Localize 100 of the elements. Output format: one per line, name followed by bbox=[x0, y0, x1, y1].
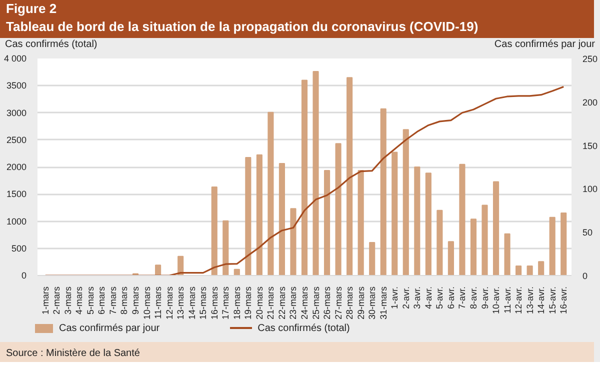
x-tick-label: 13-avr. bbox=[524, 286, 535, 314]
x-tick-label: 20-mars bbox=[254, 286, 264, 320]
x-tick-label: 10-avr. bbox=[491, 286, 502, 314]
x-tick-label: 27-mars bbox=[333, 286, 344, 320]
x-tick-label: 15-avr. bbox=[547, 286, 558, 314]
y2-tick-label: 0 bbox=[582, 271, 588, 281]
bar bbox=[245, 156, 252, 276]
x-tick-label: 5-avr. bbox=[434, 286, 445, 310]
x-tick-label: 11-avr. bbox=[502, 286, 512, 314]
x-tick-label: 1-avr. bbox=[390, 286, 400, 310]
x-tick-label: 13-mars bbox=[176, 286, 186, 320]
bar bbox=[492, 181, 500, 276]
bar bbox=[549, 216, 556, 276]
bar bbox=[470, 218, 477, 276]
y-axis-title: Cas confirmés (total) bbox=[5, 38, 98, 52]
bar bbox=[346, 77, 353, 276]
x-tick-label: 2-avr. bbox=[400, 286, 411, 310]
bar bbox=[526, 265, 533, 276]
x-tick-label: 26-mars bbox=[322, 286, 332, 320]
x-tick-label: 11-mars bbox=[153, 286, 164, 319]
x-tick-label: 21-mars bbox=[266, 286, 276, 320]
x-tick-label: 8-mars bbox=[119, 286, 130, 314]
x-tick-label: 28-mars bbox=[344, 286, 355, 320]
legend-label: Cas confirmés par jour bbox=[58, 323, 160, 334]
bar bbox=[482, 204, 488, 276]
bar bbox=[358, 170, 364, 276]
x-tick-label: 9-avr. bbox=[480, 286, 490, 310]
x-tick-label: 1-mars bbox=[40, 286, 50, 314]
y-tick-label: 4 000 bbox=[4, 54, 27, 64]
x-tick-label: 23-mars bbox=[288, 286, 298, 320]
x-tick-label: 22-mars bbox=[276, 286, 287, 320]
bar bbox=[436, 210, 443, 276]
x-tick-label: 30-mars bbox=[367, 286, 378, 320]
y-tick-label: 0 bbox=[21, 270, 27, 280]
x-tick-label: 25-mars bbox=[310, 286, 321, 320]
bar bbox=[369, 242, 376, 276]
x-tick-label: 17-mars bbox=[220, 286, 231, 320]
bar bbox=[448, 241, 454, 276]
chart-subtitle: Tableau de bord de la situation de la propagation du coronavirus (COVID-19) bbox=[6, 18, 478, 36]
x-tick-label: 7-avr. bbox=[457, 286, 468, 310]
x-tick-label: 31-mars bbox=[378, 286, 388, 320]
x-tick-label: 16-mars bbox=[209, 286, 220, 320]
bar bbox=[425, 172, 432, 276]
bar bbox=[155, 264, 162, 276]
bar bbox=[211, 186, 218, 276]
y2-tick-label: 150 bbox=[582, 140, 598, 151]
bar bbox=[459, 164, 466, 276]
y-tick-label: 3500 bbox=[6, 80, 27, 91]
x-tick-label: 4-mars bbox=[74, 286, 84, 314]
y2-tick-label: 200 bbox=[582, 97, 598, 108]
x-tick-label: 2-mars bbox=[52, 286, 62, 314]
bar bbox=[278, 163, 286, 276]
x-tick-label: 19-mars bbox=[243, 286, 254, 320]
y2-axis-title: Cas confirmés par jour bbox=[494, 38, 595, 52]
line-series bbox=[44, 86, 564, 276]
bar bbox=[268, 112, 274, 276]
x-tick-label: 14-mars bbox=[186, 286, 197, 320]
y2-tick-label: 250 bbox=[582, 54, 598, 64]
bar bbox=[234, 268, 240, 276]
bar bbox=[516, 265, 522, 276]
bar bbox=[560, 212, 567, 276]
y2-tick-label: 100 bbox=[582, 184, 598, 194]
bar bbox=[301, 80, 308, 276]
x-tick-label: 29-mars bbox=[356, 286, 366, 320]
bar bbox=[222, 220, 229, 276]
x-tick-label: 10-mars bbox=[142, 286, 152, 320]
bar bbox=[392, 152, 398, 276]
x-tick-label: 3-avr. bbox=[412, 286, 422, 310]
bar bbox=[290, 208, 296, 276]
x-tick-label: 12-mars bbox=[164, 286, 174, 320]
source-note: Source : Ministère de la Santé bbox=[6, 347, 140, 361]
x-tick-label: 5-mars bbox=[85, 286, 96, 314]
bar bbox=[312, 71, 319, 276]
chart-title: Figure 2 bbox=[6, 0, 57, 18]
y2-tick-label: 50 bbox=[582, 228, 593, 238]
bar bbox=[504, 233, 510, 276]
legend-label: Cas confirmés (total) bbox=[256, 323, 350, 334]
x-tick-label: 14-avr. bbox=[536, 286, 546, 314]
x-tick-label: 24-mars bbox=[300, 286, 310, 320]
x-tick-label: 7-mars bbox=[108, 286, 118, 314]
x-tick-label: 9-mars bbox=[130, 286, 141, 314]
y-tick-label: 1000 bbox=[6, 216, 27, 226]
bar bbox=[414, 166, 420, 276]
x-tick-label: 6-mars bbox=[96, 286, 107, 314]
x-tick-label: 8-avr. bbox=[468, 286, 478, 310]
y-tick-label: 2000 bbox=[6, 162, 27, 172]
x-tick-label: 15-mars bbox=[198, 286, 208, 320]
y-tick-label: 500 bbox=[11, 243, 27, 254]
bar bbox=[256, 154, 262, 276]
bar bbox=[538, 261, 544, 276]
bar bbox=[335, 143, 342, 276]
bar bbox=[402, 129, 409, 276]
bar bbox=[324, 170, 330, 276]
y-tick-label: 2500 bbox=[6, 134, 27, 145]
x-tick-label: 6-avr. bbox=[446, 286, 456, 310]
x-tick-label: 16-avr. bbox=[558, 286, 569, 314]
bar bbox=[380, 108, 386, 276]
x-tick-label: 4-avr. bbox=[423, 286, 434, 310]
x-tick-label: 12-avr. bbox=[514, 286, 524, 314]
x-tick-label: 3-mars bbox=[62, 286, 73, 314]
